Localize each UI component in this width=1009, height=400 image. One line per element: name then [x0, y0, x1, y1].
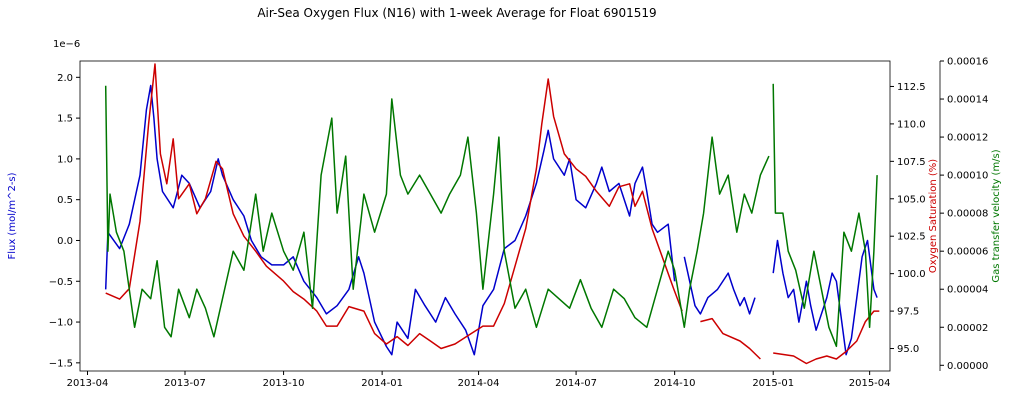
x-tick-label-0: 2013-04	[67, 378, 109, 389]
saturation-tick-label-6: 110.0	[897, 119, 926, 130]
gas-transfer-tick-label-4: 0.00008	[947, 209, 988, 220]
flux-tick-label-2: −0.5	[49, 277, 73, 288]
flux-tick-label-1: −1.0	[49, 318, 73, 329]
saturation-series-line-0	[105, 63, 683, 350]
x-tick-label-4: 2014-04	[458, 378, 500, 389]
flux-tick-label-3: 0.0	[57, 236, 73, 247]
gas-transfer-tick-label-7: 0.00014	[947, 95, 988, 106]
x-tick-label-1: 2013-07	[164, 378, 206, 389]
flux-tick-label-4: 0.5	[57, 195, 73, 206]
saturation-series-line-2	[773, 310, 880, 365]
flux-tick-label-5: 1.0	[57, 154, 73, 165]
saturation-axis-label: Oxygen Saturation (%)	[928, 159, 939, 273]
gas-transfer-tick-label-8: 0.00016	[947, 57, 988, 68]
gas-transfer-tick-label-1: 0.00002	[947, 323, 988, 334]
series-layer	[104, 63, 880, 365]
flux-axis-multiplier: 1e−6	[53, 39, 80, 50]
saturation-tick-label-3: 102.5	[897, 232, 926, 243]
saturation-tick-label-0: 95.0	[897, 344, 919, 355]
flux-series-line-1	[683, 256, 756, 315]
x-tick-label-2: 2013-10	[263, 378, 305, 389]
gas_transfer-series-line-1	[772, 83, 878, 348]
x-tick-label-6: 2014-10	[654, 378, 696, 389]
saturation-series-line-1	[700, 317, 761, 360]
flux-axis-label: Flux (mol/m^2-s)	[7, 172, 18, 259]
gas-transfer-axis-label: Gas transfer velocity (m/s)	[991, 149, 1002, 282]
flux-tick-label-7: 2.0	[57, 73, 73, 84]
gas-transfer-tick-label-3: 0.00006	[947, 247, 988, 258]
saturation-tick-label-5: 107.5	[897, 157, 926, 168]
axes-layer: 2013-04 2013-07 2013-10 2014-01 2014-04 2014-…	[49, 57, 989, 390]
gas-transfer-tick-label-2: 0.00004	[947, 285, 988, 296]
flux-series-line-2	[772, 239, 878, 356]
plot-frame	[79, 60, 891, 372]
chart-title: Air-Sea Oxygen Flux (N16) with 1-week Av…	[257, 6, 656, 20]
gas-transfer-tick-label-5: 0.00010	[947, 171, 988, 182]
saturation-tick-label-1: 97.5	[897, 307, 919, 318]
flux-tick-label-0: −1.5	[49, 358, 73, 369]
x-tick-label-3: 2014-01	[361, 378, 403, 389]
flux-tick-label-6: 1.5	[57, 114, 73, 125]
gas-transfer-tick-label-0: 0.00000	[947, 361, 988, 372]
gas-transfer-tick-label-6: 0.00012	[947, 133, 988, 144]
saturation-tick-label-2: 100.0	[897, 269, 926, 280]
x-tick-label-7: 2015-01	[752, 378, 794, 389]
saturation-tick-label-4: 105.0	[897, 194, 926, 205]
saturation-tick-label-7: 112.5	[897, 82, 926, 93]
x-tick-label-8: 2015-04	[849, 378, 891, 389]
x-tick-label-5: 2014-07	[555, 378, 597, 389]
gas_transfer-series-line-0	[104, 85, 770, 338]
